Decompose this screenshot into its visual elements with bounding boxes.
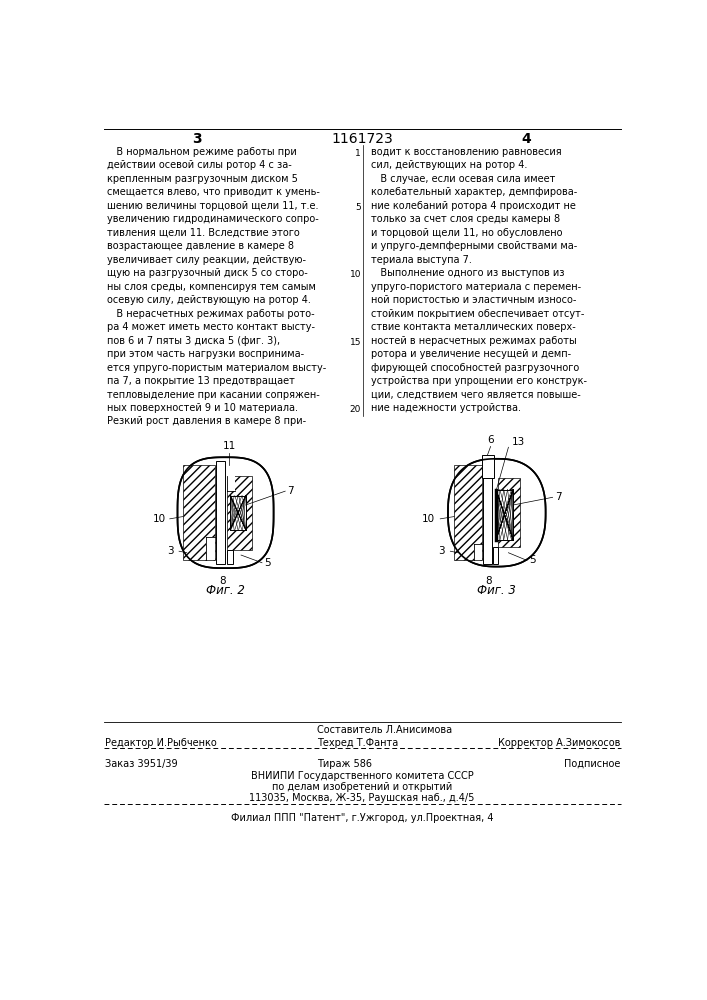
Text: В нерасчетных режимах работы рото-: В нерасчетных режимах работы рото- (107, 309, 315, 319)
Bar (183, 465, 216, 560)
Text: смещается влево, что приводит к умень-: смещается влево, что приводит к умень- (107, 187, 320, 197)
Text: шению величины торцовой щели 11, т.е.: шению величины торцовой щели 11, т.е. (107, 201, 318, 211)
Polygon shape (177, 457, 274, 568)
Text: 7: 7 (555, 492, 561, 502)
Text: ротора и увеличение несущей и демп-: ротора и увеличение несущей и демп- (371, 349, 571, 359)
Text: по делам изобретений и открытий: по делам изобретений и открытий (271, 782, 452, 792)
Text: В нормальном режиме работы при: В нормальном режиме работы при (107, 147, 297, 157)
Text: ных поверхностей 9 и 10 материала.: ных поверхностей 9 и 10 материала. (107, 403, 298, 413)
Text: Филиал ППП "Патент", г.Ужгород, ул.Проектная, 4: Филиал ППП "Патент", г.Ужгород, ул.Проек… (230, 813, 493, 823)
Text: и упруго-демпферными свойствами ма-: и упруго-демпферными свойствами ма- (371, 241, 578, 251)
Text: 11: 11 (223, 441, 236, 451)
Text: 7: 7 (288, 486, 294, 496)
Text: Подписное: Подписное (564, 759, 621, 769)
Bar (454, 465, 482, 560)
Text: ствие контакта металлических поверх-: ствие контакта металлических поверх- (371, 322, 576, 332)
Bar (230, 496, 246, 530)
Text: 3: 3 (167, 546, 174, 556)
Text: и торцовой щели 11, но обусловлено: и торцовой щели 11, но обусловлено (371, 228, 563, 238)
Text: 5: 5 (530, 555, 536, 565)
Text: колебательный характер, демпфирова-: колебательный характер, демпфирова- (371, 187, 578, 197)
Bar (227, 550, 233, 564)
Text: Техред Т.Фанта: Техред Т.Фанта (317, 738, 398, 748)
Text: ностей в нерасчетных режимах работы: ностей в нерасчетных режимах работы (371, 336, 577, 346)
Text: крепленным разгрузочным диском 5: крепленным разгрузочным диском 5 (107, 174, 298, 184)
Text: ции, следствием чего является повыше-: ции, следствием чего является повыше- (371, 389, 581, 399)
Bar (227, 476, 252, 550)
Text: Заказ 3951/39: Заказ 3951/39 (105, 759, 178, 769)
Text: только за счет слоя среды камеры 8: только за счет слоя среды камеры 8 (371, 214, 561, 224)
Bar (474, 544, 482, 560)
Text: увеличению гидродинамического сопро-: увеличению гидродинамического сопро- (107, 214, 319, 224)
Text: В случае, если осевая сила имеет: В случае, если осевая сила имеет (371, 174, 556, 184)
Text: ВНИИПИ Государственного комитета СССР: ВНИИПИ Государственного комитета СССР (250, 771, 473, 781)
Text: ра 4 может иметь место контакт высту-: ра 4 может иметь место контакт высту- (107, 322, 315, 332)
Bar (216, 461, 225, 564)
Text: действии осевой силы ротор 4 с за-: действии осевой силы ротор 4 с за- (107, 160, 292, 170)
Text: Выполнение одного из выступов из: Выполнение одного из выступов из (371, 268, 565, 278)
Polygon shape (448, 459, 546, 567)
Text: 15: 15 (350, 338, 361, 347)
Text: ние колебаний ротора 4 происходит не: ние колебаний ротора 4 происходит не (371, 201, 576, 211)
Text: 113035, Москва, Ж-35, Раушская наб., д.4/5: 113035, Москва, Ж-35, Раушская наб., д.4… (250, 793, 474, 803)
Text: 5: 5 (356, 203, 361, 212)
Text: 4: 4 (521, 132, 531, 146)
Text: па 7, а покрытие 13 предотвращает: па 7, а покрытие 13 предотвращает (107, 376, 295, 386)
Text: осевую силу, действующую на ротор 4.: осевую силу, действующую на ротор 4. (107, 295, 311, 305)
Text: 1: 1 (356, 149, 361, 158)
Text: увеличивает силу реакции, действую-: увеличивает силу реакции, действую- (107, 255, 306, 265)
Text: 5: 5 (264, 558, 271, 568)
Text: ной пористостью и эластичным износо-: ной пористостью и эластичным износо- (371, 295, 577, 305)
Text: упруго-пористого материала с перемен-: упруго-пористого материала с перемен- (371, 282, 581, 292)
Text: 13: 13 (513, 437, 525, 447)
Text: 10: 10 (350, 270, 361, 279)
Text: устройства при упрощении его конструк-: устройства при упрощении его конструк- (371, 376, 588, 386)
Text: пов 6 и 7 пяты 3 диска 5 (фиг. 3),: пов 6 и 7 пяты 3 диска 5 (фиг. 3), (107, 336, 280, 346)
Bar (227, 476, 235, 491)
Text: 1161723: 1161723 (331, 132, 393, 146)
Text: 8: 8 (219, 576, 226, 586)
Text: ние надежности устройства.: ние надежности устройства. (371, 403, 521, 413)
Bar (498, 478, 520, 547)
Text: Редактор И.Рыбченко: Редактор И.Рыбченко (105, 738, 217, 748)
Text: 3: 3 (192, 132, 201, 146)
Text: возрастающее давление в камере 8: возрастающее давление в камере 8 (107, 241, 294, 251)
Text: Составитель Л.Анисимова: Составитель Л.Анисимова (317, 725, 452, 735)
Bar (493, 547, 498, 564)
Bar (482, 455, 494, 478)
Text: Резкий рост давления в камере 8 при-: Резкий рост давления в камере 8 при- (107, 416, 306, 426)
Text: тепловыделение при касании сопряжен-: тепловыделение при касании сопряжен- (107, 389, 320, 399)
Text: 3: 3 (438, 546, 445, 556)
Text: Корректор А.Зимокосов: Корректор А.Зимокосов (498, 738, 621, 748)
Text: Фиг. 3: Фиг. 3 (477, 584, 516, 597)
Text: ется упруго-пористым материалом высту-: ется упруго-пористым материалом высту- (107, 363, 326, 373)
Bar (496, 490, 513, 540)
Bar (206, 537, 216, 560)
Text: водит к восстановлению равновесия: водит к восстановлению равновесия (371, 147, 562, 157)
Text: 20: 20 (350, 405, 361, 414)
Text: фирующей способностей разгрузочного: фирующей способностей разгрузочного (371, 363, 580, 373)
Text: Фиг. 2: Фиг. 2 (206, 584, 245, 597)
Bar (483, 461, 492, 564)
Text: 8: 8 (486, 576, 492, 586)
Text: сил, действующих на ротор 4.: сил, действующих на ротор 4. (371, 160, 527, 170)
Text: Тираж 586: Тираж 586 (317, 759, 372, 769)
Text: 6: 6 (487, 435, 494, 445)
Text: щую на разгрузочный диск 5 со сторо-: щую на разгрузочный диск 5 со сторо- (107, 268, 308, 278)
Text: териала выступа 7.: териала выступа 7. (371, 255, 472, 265)
Text: при этом часть нагрузки воспринима-: при этом часть нагрузки воспринима- (107, 349, 304, 359)
Text: 10: 10 (421, 514, 435, 524)
Text: ны слоя среды, компенсируя тем самым: ны слоя среды, компенсируя тем самым (107, 282, 316, 292)
Text: 10: 10 (153, 514, 166, 524)
Text: тивления щели 11. Вследствие этого: тивления щели 11. Вследствие этого (107, 228, 300, 238)
Text: стойким покрытием обеспечивает отсут-: стойким покрытием обеспечивает отсут- (371, 309, 585, 319)
